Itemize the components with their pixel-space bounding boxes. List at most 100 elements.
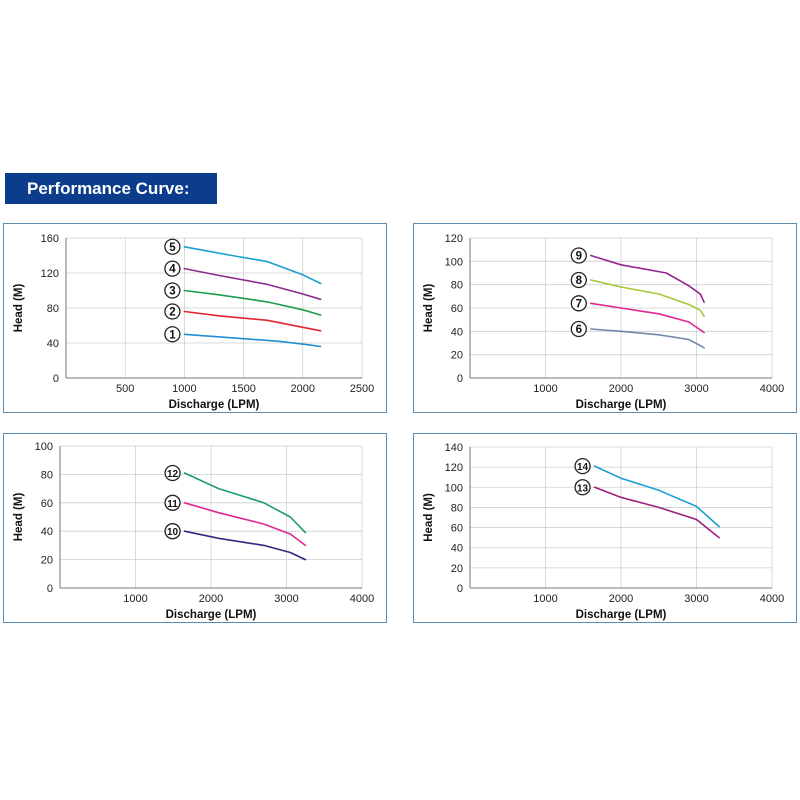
y-tick-label: 60	[451, 303, 463, 315]
curve-label-3: 3	[164, 282, 181, 299]
curve-label-circle	[164, 523, 181, 540]
curve-label-text: 1	[169, 329, 176, 341]
x-axis-label: Discharge (LPM)	[576, 609, 667, 621]
chart-svg-2: 0 20 40 60 80 100 120 1000 2000 3000 4000 Discharge…	[423, 233, 784, 411]
y-tick-label: 80	[41, 469, 53, 481]
x-tick-label: 2000	[199, 593, 223, 605]
curve-label-circle	[164, 494, 181, 511]
y-axis-label: Head (M)	[13, 493, 25, 542]
x-tick-label: 1000	[533, 593, 557, 605]
curve-label-14: 14	[574, 457, 591, 475]
x-axis-label: Discharge (LPM)	[576, 399, 667, 411]
series-line-3	[183, 289, 322, 316]
series-line-9	[590, 254, 705, 303]
x-axis-label: Discharge (LPM)	[166, 609, 257, 621]
x-tick-label: 4000	[760, 383, 784, 395]
x-tick-label: 500	[116, 383, 134, 395]
y-tick-label: 20	[451, 350, 463, 362]
curve-label-10: 10	[164, 523, 181, 540]
y-tick-label: 20	[41, 555, 53, 567]
y-axis-label: Head (M)	[423, 493, 435, 542]
curve-label-text: 6	[576, 324, 582, 336]
curve-label-6: 6	[570, 320, 587, 338]
chart-panel-3: 0 20 40 60 80 100 1000 2000 3000 4000 Discharge (L…	[3, 433, 387, 623]
curve-label-circle	[574, 457, 591, 475]
series-line-4	[183, 267, 322, 301]
x-axis-label: Discharge (LPM)	[169, 399, 260, 411]
curve-label-text: 13	[577, 483, 589, 494]
chart-svg-3: 0 20 40 60 80 100 1000 2000 3000 4000 Discharge (L…	[13, 441, 374, 621]
x-tick-label: 1000	[533, 383, 557, 395]
curve-label-5: 5	[164, 238, 181, 255]
x-tick-label: 1000	[172, 383, 196, 395]
series-line-8	[590, 279, 705, 317]
y-tick-label: 0	[47, 583, 53, 595]
x-tick-label: 3000	[684, 383, 708, 395]
y-axis-label: Head (M)	[423, 284, 435, 333]
curve-label-8: 8	[570, 271, 587, 289]
y-tick-label: 120	[445, 462, 463, 474]
y-tick-label: 100	[35, 441, 53, 453]
y-tick-label: 0	[53, 373, 59, 385]
series-line-2	[183, 310, 322, 332]
curve-label-circle	[570, 271, 587, 289]
y-tick-label: 100	[445, 256, 463, 268]
curve-label-circle	[164, 303, 181, 320]
curve-label-1: 1	[164, 326, 181, 343]
chart-svg-1: 0 40 80 120 160 500 1000 1500 2000 2500 Discharge …	[13, 233, 374, 411]
curve-label-text: 7	[576, 298, 582, 310]
x-tick-label: 3000	[274, 593, 298, 605]
series-line-11	[183, 502, 307, 547]
curve-label-circle	[570, 247, 587, 264]
curve-label-12: 12	[164, 464, 181, 482]
y-tick-label: 20	[451, 563, 463, 575]
x-tick-label: 2000	[609, 383, 633, 395]
x-tick-label: 2000	[291, 383, 315, 395]
y-tick-label: 80	[451, 280, 463, 292]
curve-label-text: 4	[169, 264, 176, 276]
x-tick-label: 3000	[684, 593, 708, 605]
y-tick-label: 0	[457, 583, 463, 595]
y-tick-label: 40	[451, 543, 463, 555]
curve-label-text: 12	[167, 469, 179, 480]
curve-label-circle	[570, 320, 587, 338]
curve-label-7: 7	[570, 295, 587, 312]
chart-panel-4: 0 20 40 60 80 100 120 140 1000 2000 3000 4000 Discha…	[413, 433, 797, 623]
curve-label-circle	[164, 238, 181, 255]
curve-label-circle	[164, 260, 181, 277]
x-tick-label: 2500	[350, 383, 374, 395]
x-tick-label: 4000	[760, 593, 784, 605]
y-tick-label: 40	[41, 526, 53, 538]
y-tick-label: 120	[445, 233, 463, 245]
series-line-6	[590, 328, 705, 349]
curve-label-text: 2	[169, 307, 175, 319]
curve-label-circle	[164, 464, 181, 482]
series-line-12	[183, 472, 307, 534]
y-tick-label: 100	[445, 482, 463, 494]
x-tick-label: 1500	[231, 383, 255, 395]
x-tick-label: 2000	[609, 593, 633, 605]
curve-label-text: 9	[576, 251, 582, 263]
curve-label-circle	[574, 479, 591, 496]
curve-label-text: 14	[577, 462, 589, 473]
series-line-5	[183, 245, 322, 285]
y-tick-label: 120	[41, 268, 59, 280]
curve-label-text: 11	[167, 499, 178, 510]
curve-label-4: 4	[164, 260, 181, 277]
curve-label-9: 9	[570, 247, 587, 264]
performance-curve-banner: Performance Curve:	[5, 173, 217, 204]
curve-label-13: 13	[574, 479, 591, 496]
curve-label-text: 3	[169, 286, 175, 298]
curve-label-2: 2	[164, 303, 181, 320]
y-axis-label: Head (M)	[13, 284, 25, 333]
y-tick-label: 160	[41, 233, 59, 245]
chart-svg-4: 0 20 40 60 80 100 120 140 1000 2000 3000 4000 Discha…	[423, 442, 784, 621]
series-line-13	[593, 486, 720, 539]
curve-label-11: 11	[164, 494, 181, 511]
curve-label-text: 8	[576, 275, 583, 287]
x-tick-label: 1000	[123, 593, 147, 605]
y-tick-label: 40	[47, 338, 59, 350]
series-line-1	[183, 333, 322, 348]
y-tick-label: 60	[451, 523, 463, 535]
series-line-7	[590, 302, 705, 334]
